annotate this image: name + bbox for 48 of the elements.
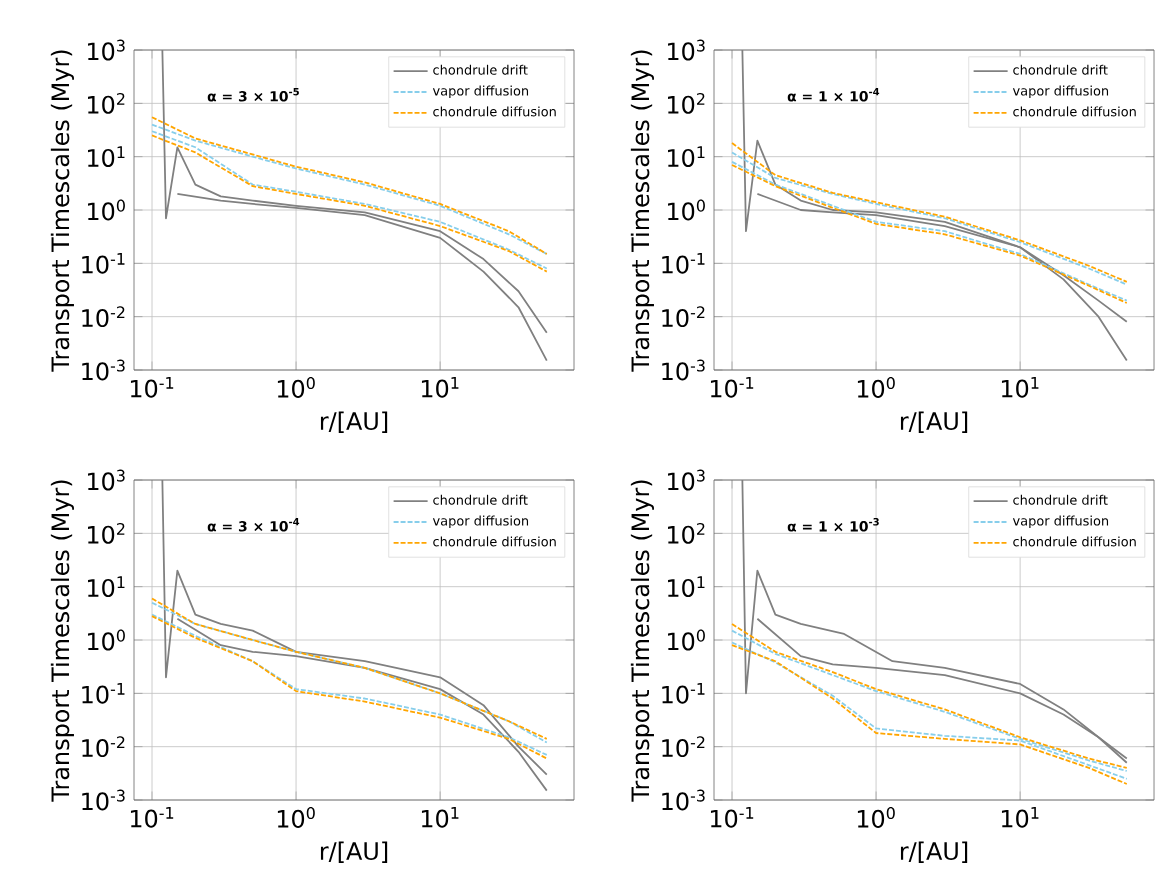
y-tick-label: 10$^{1}$ bbox=[88, 576, 125, 597]
y-tick-label: 10$^{0}$ bbox=[668, 629, 705, 651]
y-tick-label: 10$^{2}$ bbox=[668, 522, 705, 544]
y-tick-label: 10$^{3}$ bbox=[668, 469, 705, 491]
y-axis-title: Transport Timescales (Myr) bbox=[50, 480, 74, 802]
y-tick-label: 10$^{2}$ bbox=[88, 92, 125, 114]
y-tick-label: 10$^{-3}$ bbox=[662, 359, 705, 381]
x-tick-label: 10$^{-1}$ bbox=[710, 377, 754, 398]
y-tick-label: 10$^{-3}$ bbox=[662, 789, 705, 811]
y-tick-label: 10$^{-2}$ bbox=[662, 306, 705, 328]
y-tick-label: 10$^{1}$ bbox=[668, 146, 705, 167]
x-axis-title: r/[AU] bbox=[320, 841, 388, 863]
y-axis-title: Transport Timescales (Myr) bbox=[630, 480, 654, 802]
y-tick-label: 10$^{-2}$ bbox=[82, 306, 125, 328]
x-tick-label: 10$^{1}$ bbox=[1001, 807, 1039, 828]
y-tick-label: 10$^{1}$ bbox=[668, 576, 705, 597]
x-tick-label: 10$^{1}$ bbox=[421, 377, 459, 398]
y-tick-label: 10$^{0}$ bbox=[668, 199, 705, 221]
y-tick-label: 10$^{-2}$ bbox=[82, 736, 125, 758]
y-tick-label: 10$^{0}$ bbox=[88, 629, 125, 651]
y-tick-label: 10$^{3}$ bbox=[88, 469, 125, 491]
x-tick-label: 10$^{0}$ bbox=[277, 807, 315, 828]
x-axis-title: r/[AU] bbox=[900, 841, 968, 863]
y-tick-label: 10$^{2}$ bbox=[668, 92, 705, 114]
x-axis-title: r/[AU] bbox=[320, 411, 388, 433]
y-axis-title: Transport Timescales (Myr) bbox=[50, 50, 74, 372]
y-tick-label: 10$^{1}$ bbox=[88, 146, 125, 167]
x-tick-label: 10$^{0}$ bbox=[277, 377, 315, 398]
y-tick-label: 10$^{-3}$ bbox=[82, 359, 125, 381]
x-tick-label: 10$^{-1}$ bbox=[710, 807, 754, 828]
x-tick-label: 10$^{1}$ bbox=[1001, 377, 1039, 398]
y-tick-label: 10$^{-2}$ bbox=[662, 736, 705, 758]
x-tick-label: 10$^{0}$ bbox=[857, 807, 895, 828]
y-tick-label: 10$^{2}$ bbox=[88, 522, 125, 544]
y-tick-label: 10$^{-1}$ bbox=[662, 683, 705, 704]
y-tick-label: 10$^{0}$ bbox=[88, 199, 125, 221]
x-tick-label: 10$^{1}$ bbox=[421, 807, 459, 828]
y-tick-label: 10$^{3}$ bbox=[668, 39, 705, 61]
y-tick-label: 10$^{-3}$ bbox=[82, 789, 125, 811]
y-tick-label: 10$^{3}$ bbox=[88, 39, 125, 61]
y-tick-label: 10$^{-1}$ bbox=[82, 683, 125, 704]
y-tick-label: 10$^{-1}$ bbox=[662, 253, 705, 274]
x-axis-title: r/[AU] bbox=[900, 411, 968, 433]
x-tick-label: 10$^{0}$ bbox=[857, 377, 895, 398]
x-tick-label: 10$^{-1}$ bbox=[130, 807, 174, 828]
y-tick-label: 10$^{-1}$ bbox=[82, 253, 125, 274]
y-axis-title: Transport Timescales (Myr) bbox=[630, 50, 654, 372]
x-tick-label: 10$^{-1}$ bbox=[130, 377, 174, 398]
